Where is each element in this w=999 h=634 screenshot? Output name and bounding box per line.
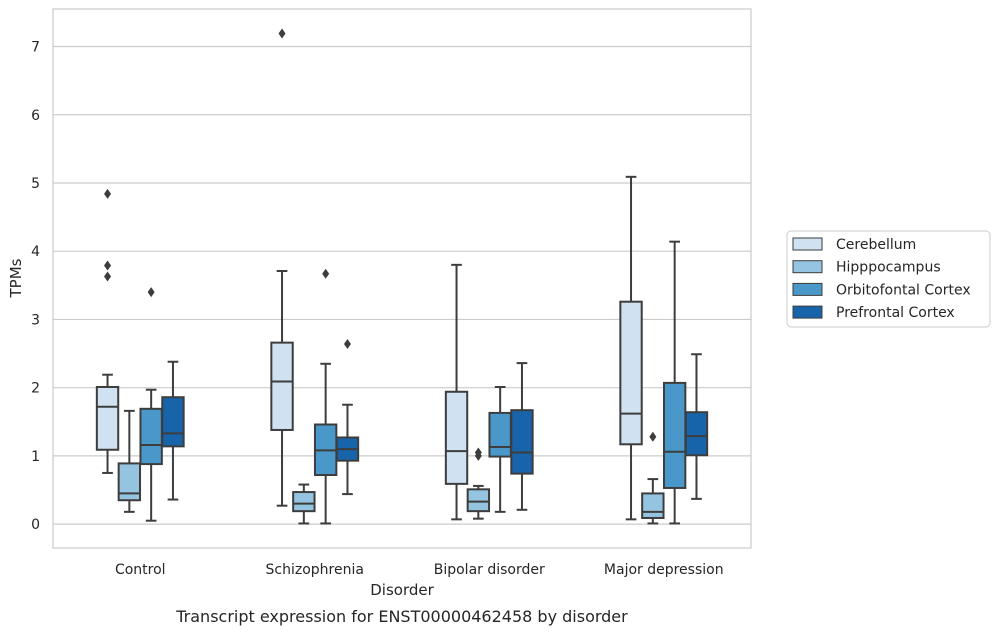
box-hipppocampus xyxy=(466,447,491,520)
legend-label: Prefrontal Cortex xyxy=(836,305,955,321)
y-tick-label: 7 xyxy=(31,40,40,56)
box-hipppocampus xyxy=(641,431,665,525)
legend-swatch xyxy=(792,282,823,296)
iqr-box xyxy=(139,407,163,466)
outlier-point xyxy=(278,28,286,39)
iqr-box xyxy=(466,488,491,513)
box-prefrontal-cortex xyxy=(335,338,360,496)
outlier-point xyxy=(147,287,155,298)
y-axis-title: TPMs xyxy=(7,258,25,298)
legend: Cerebellum Hipppocampus Orbitofontal Corte… xyxy=(786,230,991,328)
grid xyxy=(53,45,751,525)
box-cerebellum xyxy=(444,263,469,521)
iqr-box xyxy=(641,492,665,519)
outlier-point xyxy=(322,268,330,279)
x-axis-ticks: Control Schizophrenia Bipolar disorder Majo… xyxy=(115,562,724,578)
x-tick-label: Schizophrenia xyxy=(266,562,364,578)
legend-label: Hipppocampus xyxy=(836,260,941,276)
legend-swatch xyxy=(792,305,823,319)
outlier-point xyxy=(104,260,112,271)
iqr-box xyxy=(619,300,643,446)
iqr-box xyxy=(95,385,120,451)
x-tick-label: Control xyxy=(115,562,166,578)
box-cerebellum xyxy=(619,175,643,521)
x-tick-label: Bipolar disorder xyxy=(434,562,545,578)
box-prefrontal-cortex xyxy=(161,360,185,501)
box-prefrontal-cortex xyxy=(510,362,534,511)
legend-label: Cerebellum xyxy=(836,237,916,253)
plot-area-frame xyxy=(52,8,752,549)
outlier-point xyxy=(104,188,112,199)
x-axis-title: Disorder xyxy=(370,581,434,599)
legend-frame xyxy=(786,230,991,328)
iqr-box xyxy=(510,409,534,475)
y-tick-label: 6 xyxy=(31,108,40,124)
legend-label: Orbitofontal Cortex xyxy=(836,282,971,298)
y-tick-label: 5 xyxy=(31,176,40,192)
iqr-box xyxy=(488,411,512,458)
box-hipppocampus xyxy=(292,483,316,525)
legend-swatch xyxy=(792,237,823,251)
outlier-point xyxy=(474,447,482,458)
y-tick-label: 3 xyxy=(31,312,40,328)
box-cerebellum xyxy=(270,28,294,507)
legend-swatch xyxy=(792,260,823,274)
iqr-box xyxy=(444,390,469,485)
outlier-point xyxy=(343,338,351,349)
box-orbitofontal-cortex xyxy=(139,287,163,522)
y-axis-ticks: 0 1 2 3 4 5 6 7 xyxy=(31,40,40,534)
iqr-box xyxy=(662,381,687,489)
iqr-box xyxy=(117,462,142,502)
y-tick-label: 4 xyxy=(31,244,40,260)
iqr-box xyxy=(292,491,316,513)
box-orbitofontal-cortex xyxy=(662,240,687,525)
box-prefrontal-cortex xyxy=(684,353,709,500)
y-tick-label: 0 xyxy=(31,517,40,533)
chart-caption: Transcript expression for ENST0000046245… xyxy=(175,607,628,626)
box-hipppocampus xyxy=(117,409,142,513)
box-orbitofontal-cortex xyxy=(488,385,512,513)
y-tick-label: 2 xyxy=(31,381,40,397)
iqr-box xyxy=(684,411,709,457)
boxes xyxy=(95,28,709,525)
outlier-point xyxy=(104,271,112,282)
outlier-point xyxy=(649,431,657,442)
iqr-box xyxy=(270,341,294,431)
x-tick-label: Major depression xyxy=(604,562,724,578)
y-tick-label: 1 xyxy=(31,449,40,465)
box-orbitofontal-cortex xyxy=(313,268,338,525)
box-cerebellum xyxy=(95,188,120,474)
iqr-box xyxy=(161,396,185,448)
